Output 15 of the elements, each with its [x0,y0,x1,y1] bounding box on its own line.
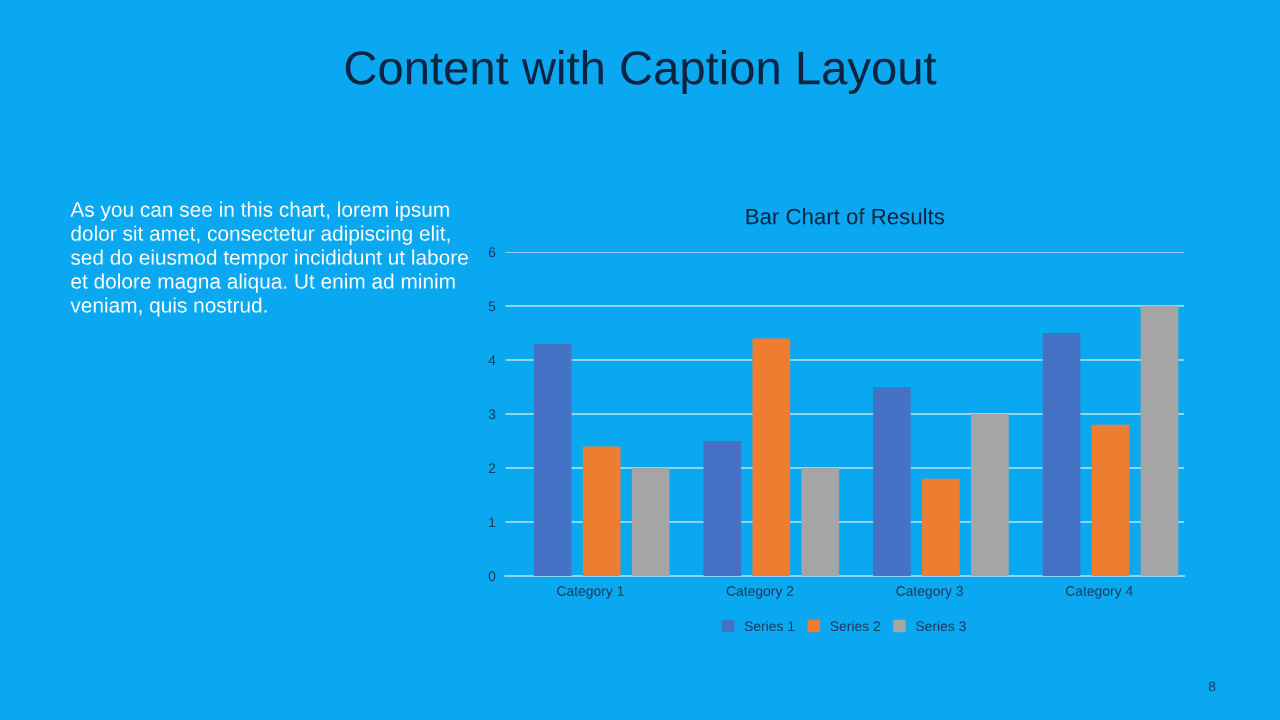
bar [873,387,911,576]
bar [922,478,960,576]
bar [1091,424,1130,576]
bar [1140,306,1179,576]
text: Content with Caption Layout [345,49,937,95]
bar [582,446,621,576]
text: As you can see in this chart, lorem ipsum dolor sit amet, consectetur adipiscing elit, sed do eiusmod tempor incididunt ut labore et dolore magna aliqua. Ut enim ad minim veniam, quis nostrud. [70,201,468,317]
bar [1042,333,1081,576]
bar [752,338,791,576]
chart-title: Bar Chart of Results [746,208,945,225]
bar [533,343,572,576]
bar [801,468,840,576]
bar [703,441,742,576]
bar [631,468,670,576]
bar [971,414,1009,576]
